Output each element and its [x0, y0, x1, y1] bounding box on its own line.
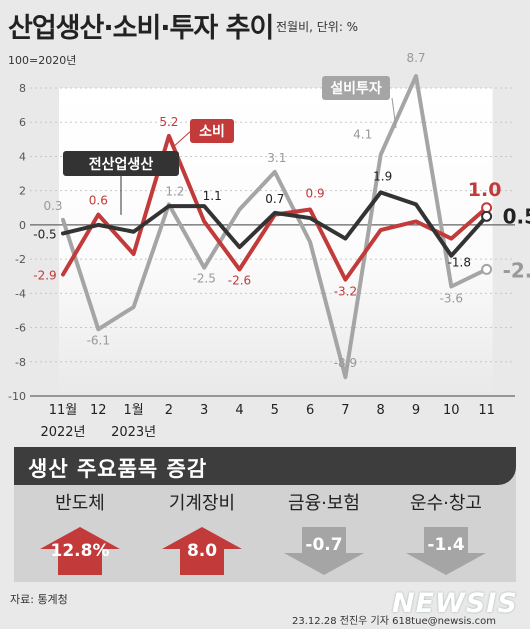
data-label: -1.8 — [448, 256, 471, 270]
data-label: 8.7 — [406, 51, 425, 65]
x-tick-label: 1월 — [123, 403, 143, 418]
data-label: -8.9 — [334, 356, 357, 370]
credit-note: 23.12.28 전진우 기자 618tue@newsis.com — [292, 616, 496, 627]
down-arrow-icon — [406, 527, 486, 575]
x-tick-label: 2 — [165, 403, 173, 418]
year-label: 2022년 — [40, 425, 85, 440]
chart-subtitle: 전월비, 단위: % — [276, 20, 359, 34]
panel-title: 생산 주요품목 증감 — [28, 457, 208, 481]
data-label-final: 1.0 — [468, 179, 502, 201]
x-tick-label: 3 — [200, 403, 208, 418]
x-tick-label: 10 — [443, 403, 460, 418]
data-label: 0.3 — [43, 199, 62, 213]
x-tick-label: 6 — [306, 403, 314, 418]
x-tick-label: 12 — [90, 403, 107, 418]
y-tick-label: 4 — [19, 150, 26, 163]
y-tick-label: -8 — [15, 356, 26, 369]
item-label-semiconductor: 반도체 — [55, 493, 105, 514]
plot-background — [59, 88, 493, 396]
y-tick-label: 2 — [19, 185, 26, 198]
legend-box-consumption — [190, 119, 234, 143]
series-line — [61, 74, 489, 380]
y-tick-label: -6 — [15, 322, 26, 335]
legend-label-investment: 설비투자 — [330, 81, 382, 97]
data-label: 4.1 — [353, 128, 372, 142]
y-tick-label: 0 — [19, 219, 26, 232]
panel-header: 생산 주요품목 증감 — [14, 447, 516, 485]
data-label: -2.9 — [33, 269, 56, 283]
data-label: 0.6 — [89, 194, 108, 208]
data-label: -3.6 — [440, 291, 463, 305]
item-label-machinery: 기계장비 — [168, 493, 236, 514]
series-line — [61, 190, 489, 258]
data-label: 0.9 — [306, 186, 325, 200]
y-tick-label: 6 — [19, 116, 26, 129]
x-tick-label: 8 — [377, 403, 385, 418]
data-label: -2.5 — [192, 272, 215, 286]
legend-label-consumption: 소비 — [199, 124, 225, 140]
legend-box-production — [63, 151, 179, 176]
legend-box-investment — [322, 76, 390, 100]
item-value-finance: -0.7 — [305, 535, 343, 555]
legend-leader — [171, 129, 193, 149]
up-arrow-icon — [40, 527, 120, 575]
y-tick-label: -4 — [15, 287, 26, 300]
data-label: -0.5 — [33, 227, 56, 241]
year-label: 2023년 — [111, 425, 156, 440]
up-arrow-icon — [162, 527, 242, 575]
chart-title: 산업생산·소비·투자 추이 — [8, 13, 274, 44]
item-value-transport: -1.4 — [427, 535, 465, 555]
item-value-machinery: 8.0 — [186, 541, 218, 561]
data-label: 1.1 — [203, 189, 222, 203]
data-label: 1.2 — [165, 184, 184, 198]
legend-leader — [391, 97, 397, 129]
newsis-logo: NEWSIS — [392, 588, 518, 619]
down-arrow-icon — [284, 527, 364, 575]
data-label: 3.1 — [267, 151, 286, 165]
x-tick-label: 11월 — [49, 403, 78, 418]
y-tick-label: -10 — [8, 390, 26, 403]
data-label: -3.2 — [334, 285, 357, 299]
x-tick-label: 4 — [235, 403, 243, 418]
x-tick-label: 9 — [412, 403, 420, 418]
data-label: 1.9 — [373, 169, 392, 183]
data-label-final: -2.6 — [503, 258, 530, 282]
x-tick-label: 11 — [478, 403, 495, 418]
data-label: -6.1 — [87, 333, 110, 347]
y-tick-label: 8 — [19, 82, 26, 95]
series-end-marker — [481, 263, 493, 275]
item-label-transport: 운수·창고 — [410, 493, 482, 514]
series-end-marker — [481, 210, 493, 222]
legend-label-production: 전산업생산 — [89, 156, 154, 173]
base-year-note: 100=2020년 — [8, 54, 77, 67]
x-tick-label: 5 — [271, 403, 279, 418]
key-items-panel: 생산 주요품목 증감 반도체 12.8% 기계장비 8.0 금융·보험 -0.7… — [14, 447, 516, 582]
x-tick-label: 7 — [341, 403, 349, 418]
line-chart: 8 6 4 2 0 -2 -4 -6 -8 -10 11월 12 1월 2 3 4 5 6 7 8 9 10 11 2022년… — [8, 51, 530, 440]
y-tick-label: -2 — [15, 253, 26, 266]
data-label: -2.6 — [228, 273, 251, 287]
data-label: 0.7 — [265, 192, 284, 206]
source-note: 자료: 통계청 — [10, 593, 68, 606]
item-value-semiconductor: 12.8% — [50, 541, 110, 561]
item-label-finance: 금융·보험 — [288, 493, 360, 514]
data-label-final: 0.5 — [503, 204, 530, 228]
data-label: 5.2 — [159, 115, 178, 129]
